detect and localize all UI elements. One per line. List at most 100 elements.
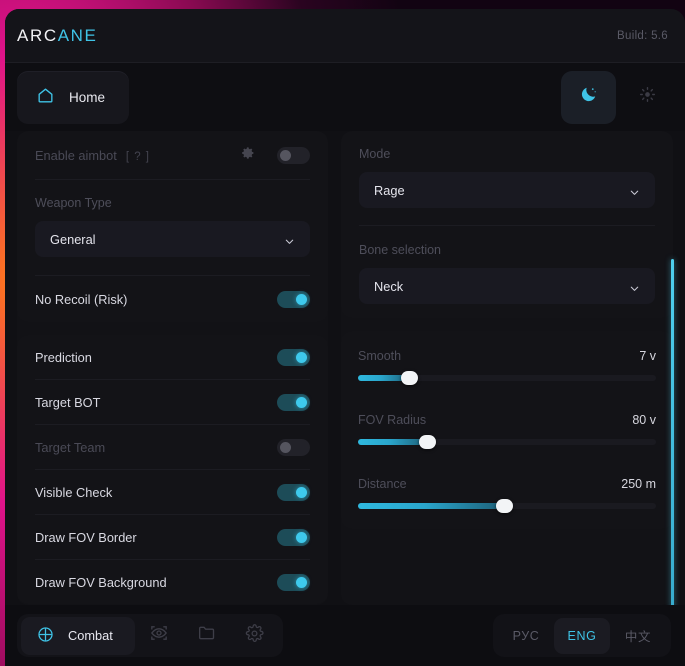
language-button[interactable]: РУС — [512, 628, 540, 643]
panel-aimbot-right: Mode Rage Bone selection Neck — [341, 131, 673, 605]
slider-header: Smooth 7 v — [358, 349, 656, 363]
chevron-down-icon — [284, 234, 295, 245]
divider — [35, 179, 310, 180]
no-recoil-label: No Recoil (Risk) — [35, 291, 128, 307]
weapon-type-label: Weapon Type — [35, 196, 112, 210]
row-enable-aimbot[interactable]: Enable aimbot [ ? ] — [17, 131, 328, 179]
weapon-type-select[interactable]: General — [35, 221, 310, 257]
weapon-type-value: General — [50, 231, 96, 247]
slider-label: FOV Radius — [358, 413, 427, 427]
slider-fov-radius: FOV Radius 80 v — [341, 413, 673, 449]
option-toggle[interactable] — [277, 438, 310, 456]
esp-eye-icon — [149, 623, 169, 648]
app-window: ARCANE Build: 5.6 Home — [5, 9, 685, 666]
slider-value: 80 v — [632, 413, 656, 427]
slider-fill — [358, 375, 409, 381]
build-version: Build: 5.6 — [617, 29, 668, 42]
home-icon — [36, 86, 55, 108]
toggle-knob — [296, 293, 307, 305]
app-logo: ARCANE — [17, 26, 97, 46]
divider — [359, 225, 655, 226]
option-toggle[interactable] — [277, 483, 310, 501]
logo-text-prefix: ARC — [17, 25, 58, 45]
toggle-label: Target Team — [35, 439, 106, 455]
divider — [35, 275, 310, 276]
panel-gap — [341, 318, 673, 331]
row-toggle[interactable]: Target BOT — [17, 380, 328, 424]
slider-thumb[interactable] — [418, 435, 436, 449]
language-button[interactable]: ENG — [554, 617, 610, 654]
toggle-knob — [296, 486, 307, 498]
toggle-knob — [280, 441, 291, 453]
weapon-type-select-wrap: General — [17, 221, 328, 257]
toggle-label: Target BOT — [35, 394, 101, 410]
slider-track[interactable] — [358, 499, 656, 513]
slider-track[interactable] — [358, 371, 656, 385]
slider-label: Distance — [358, 477, 407, 491]
row-toggle[interactable]: Draw FOV Border — [17, 515, 328, 559]
mode-select[interactable]: Rage — [359, 172, 655, 208]
title-bar: ARCANE Build: 5.6 — [5, 9, 685, 63]
footer-bar: Combat — [5, 605, 685, 666]
row-toggle[interactable]: Visible Check — [17, 470, 328, 514]
no-recoil-toggle[interactable] — [277, 290, 310, 308]
slider-value: 7 v — [639, 349, 656, 363]
vertical-scrollbar[interactable] — [671, 259, 674, 666]
footer-tab-settings[interactable] — [231, 617, 279, 655]
toggle-knob — [296, 351, 307, 363]
folder-icon — [197, 623, 217, 648]
slider-track[interactable] — [358, 435, 656, 449]
option-toggle[interactable] — [277, 573, 310, 591]
bone-select-wrap: Neck — [341, 268, 673, 304]
divider — [35, 514, 310, 515]
divider — [35, 469, 310, 470]
crosshair-icon — [36, 625, 55, 647]
toggle-label: Prediction — [35, 349, 92, 365]
enable-aimbot-help[interactable]: [ ? ] — [125, 150, 150, 163]
mode-value: Rage — [374, 182, 405, 198]
row-toggle[interactable]: Prediction — [17, 335, 328, 379]
toggle-knob — [296, 531, 307, 543]
toggle-label: Visible Check — [35, 484, 113, 500]
row-toggle[interactable]: Target Team — [17, 425, 328, 469]
footer-tab-configs[interactable] — [183, 617, 231, 655]
slider-thumb[interactable] — [496, 499, 514, 513]
theme-dark-button[interactable] — [561, 70, 616, 124]
nav-bar: Home — [5, 63, 685, 131]
bone-select[interactable]: Neck — [359, 268, 655, 304]
group-aimbot-general: Enable aimbot [ ? ] Weapon Type — [17, 131, 328, 322]
option-toggle[interactable] — [277, 528, 310, 546]
language-switcher: РУС ENG 中文 — [493, 614, 671, 657]
gear-icon[interactable] — [241, 146, 255, 165]
logo-text-accent: ANE — [57, 25, 98, 45]
slider-value: 250 m — [621, 477, 656, 491]
group-mode-bone: Mode Rage Bone selection Neck — [341, 131, 673, 318]
slider-header: FOV Radius 80 v — [358, 413, 656, 427]
divider — [35, 424, 310, 425]
toggle-knob — [280, 149, 291, 161]
theme-switcher — [561, 70, 675, 124]
language-button[interactable]: 中文 — [624, 630, 652, 644]
option-toggle[interactable] — [277, 393, 310, 411]
toggle-label: Draw FOV Border — [35, 529, 137, 545]
theme-light-button[interactable] — [620, 71, 675, 124]
row-no-recoil[interactable]: No Recoil (Risk) — [17, 276, 328, 322]
panel-aimbot-left: Enable aimbot [ ? ] Weapon Type — [17, 131, 328, 605]
tab-home[interactable]: Home — [17, 70, 130, 124]
enable-aimbot-toggle[interactable] — [277, 146, 310, 164]
option-toggle[interactable] — [277, 348, 310, 366]
slider-header: Distance 250 m — [358, 477, 656, 491]
footer-tab-esp[interactable] — [135, 617, 183, 655]
settings-body: Enable aimbot [ ? ] Weapon Type — [5, 131, 685, 666]
panel-gap — [17, 322, 328, 335]
row-toggle[interactable]: Draw FOV Background — [17, 560, 328, 604]
footer-tabs: Combat — [17, 614, 283, 657]
chevron-down-icon — [629, 281, 640, 292]
toggle-knob — [296, 396, 307, 408]
slider-thumb[interactable] — [400, 371, 418, 385]
toggle-label: Draw FOV Background — [35, 574, 167, 590]
mode-label: Mode — [359, 147, 391, 161]
slider-fill — [358, 503, 505, 509]
footer-tab-combat[interactable]: Combat — [21, 616, 135, 655]
slider-label: Smooth — [358, 349, 402, 363]
